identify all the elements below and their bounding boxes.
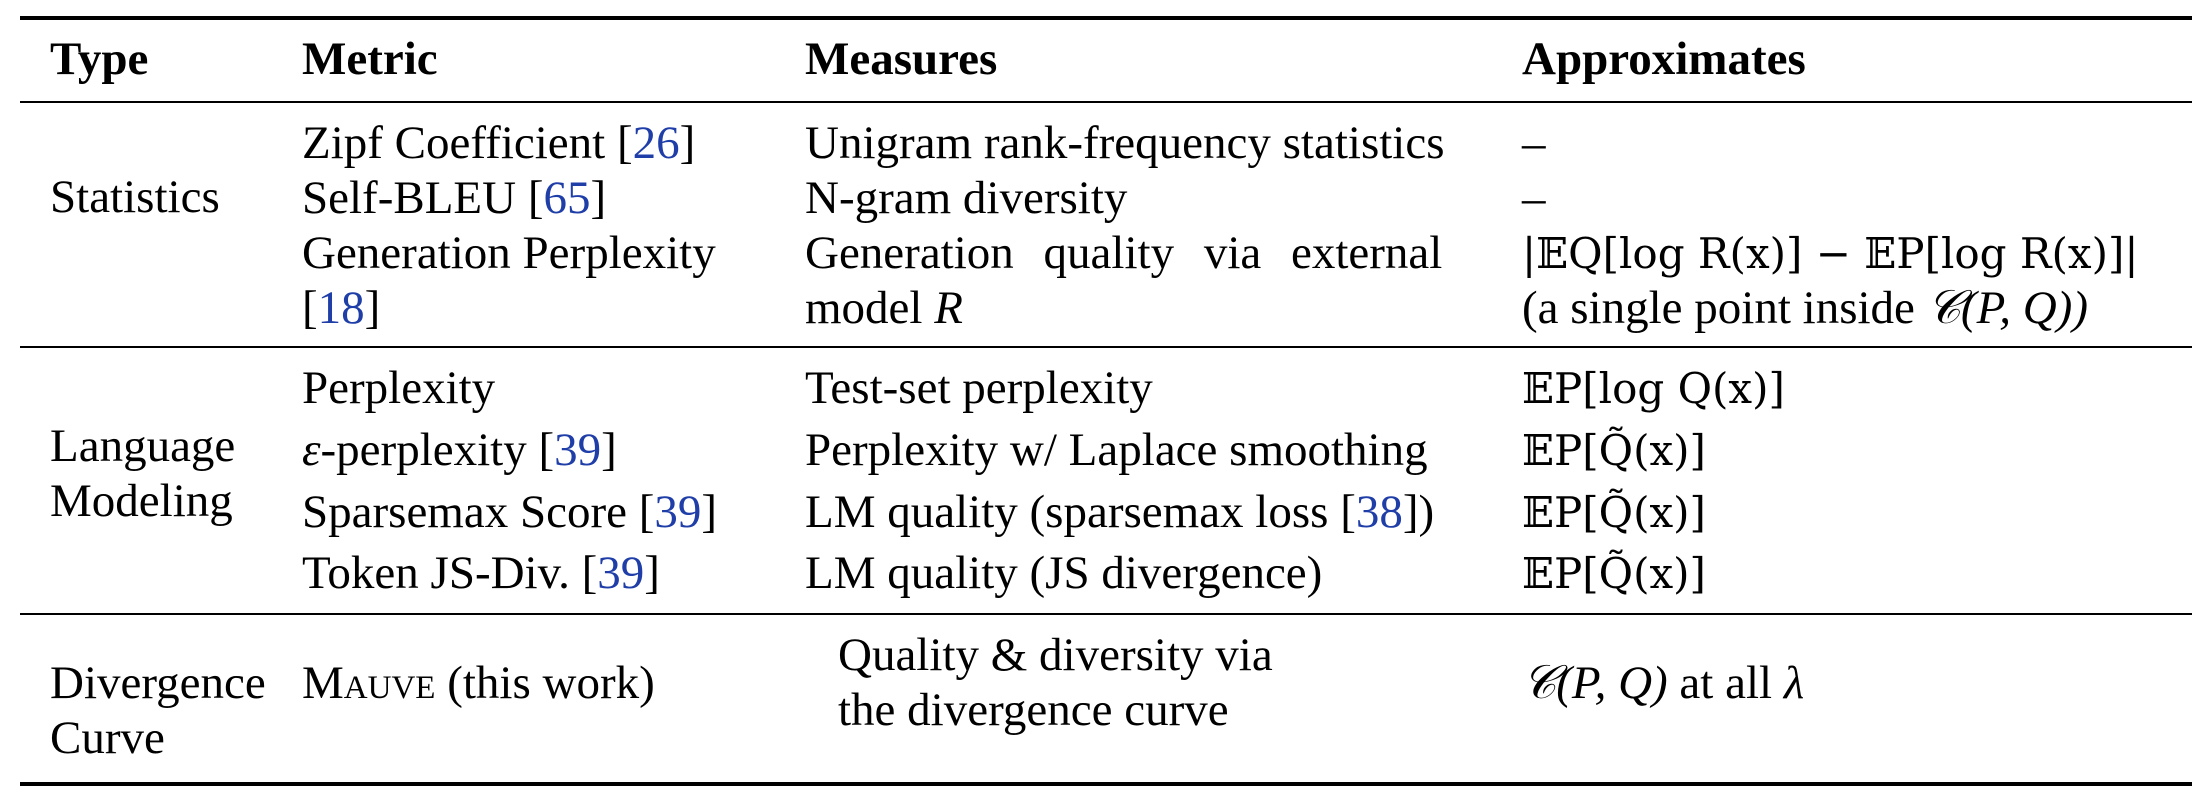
approximates-formula: 𝔼P[Q̃(x)] <box>1522 426 1706 475</box>
type-statistics: Statistics <box>50 171 220 223</box>
measures-cell: Test-set perplexity <box>805 362 1153 414</box>
measures-cell: Quality & diversity via <box>838 629 1273 681</box>
math-symbol: 𝒞(P, Q)) <box>1926 282 2088 334</box>
bottom-rule <box>20 782 2192 786</box>
top-rule <box>20 16 2192 20</box>
measures-text: LM quality (sparsemax loss <box>805 486 1329 538</box>
metric-label: (this work) <box>435 657 655 709</box>
group-rule-1 <box>20 346 2192 348</box>
metric-label: Generation Perplexity <box>302 227 716 279</box>
metric-label: Zipf Coefficient <box>302 117 606 169</box>
metric-label: Sparsemax Score <box>302 486 627 538</box>
citation-link[interactable]: 39 <box>654 486 702 538</box>
table-row: Zipf Coefficient [26] <box>302 117 696 169</box>
table-row: Token JS-Div. [39] <box>302 547 660 599</box>
approximates-cell: (a single point inside 𝒞(P, Q)) <box>1522 281 2088 336</box>
citation-link[interactable]: 39 <box>597 547 645 599</box>
approximates-formula: |𝔼Q[log R(x)] − 𝔼P[log R(x)]| <box>1522 229 2139 278</box>
citation-link[interactable]: 18 <box>317 282 365 334</box>
measures-cell: Perplexity w/ Laplace smoothing <box>805 424 1428 476</box>
metric-label: Perplexity <box>302 362 496 414</box>
epsilon-symbol: ε <box>302 424 321 476</box>
lambda-symbol: λ <box>1783 657 1805 709</box>
metric-label: Token JS-Div. <box>302 547 570 599</box>
approximates-formula: 𝔼P[Q̃(x)] <box>1522 549 1706 598</box>
type-curve: Curve <box>50 712 165 764</box>
measures-text: ) <box>1418 486 1435 538</box>
table-row: Sparsemax Score [39] <box>302 486 718 538</box>
math-symbol: R <box>934 282 963 334</box>
group-rule-2 <box>20 613 2192 615</box>
citation-link[interactable]: 26 <box>632 117 680 169</box>
table-row: [18] <box>302 282 381 334</box>
type-divergence: Divergence <box>50 657 266 709</box>
table-row: Self-BLEU [65] <box>302 172 607 224</box>
measures-cell: the divergence curve <box>838 684 1229 736</box>
measures-cell: Unigram rank-frequency statistics <box>805 117 1445 169</box>
approximates-cell: – <box>1522 172 1546 224</box>
approximates-formula: 𝔼P[log Q(x)] <box>1522 364 1785 413</box>
approximates-cell: – <box>1522 117 1546 169</box>
measures-cell: N-gram diversity <box>805 172 1128 224</box>
measures-text: model <box>805 282 923 334</box>
header-metric: Metric <box>302 33 438 85</box>
header-type: Type <box>50 33 149 85</box>
table-row: Mauve (this work) <box>302 656 655 711</box>
approximates-cell: 𝒞(P, Q) at all λ <box>1522 656 1804 711</box>
measures-cell: LM quality (sparsemax loss [38]) <box>805 486 1435 538</box>
metric-label: -perplexity <box>320 424 527 476</box>
measures-cell: LM quality (JS divergence) <box>805 547 1323 599</box>
type-language: Language <box>50 420 236 472</box>
citation-link[interactable]: 65 <box>543 172 591 224</box>
table-row: ε-perplexity [39] <box>302 424 617 476</box>
measures-cell: model R <box>805 281 963 336</box>
mauve-label: Mauve <box>302 657 436 709</box>
approximates-text: at all <box>1667 657 1784 709</box>
citation-link[interactable]: 39 <box>554 424 602 476</box>
approximates-formula: 𝔼P[Q̃(x)] <box>1522 488 1706 537</box>
header-measures: Measures <box>805 33 998 85</box>
header-approximates: Approximates <box>1522 33 1806 85</box>
citation-link[interactable]: 38 <box>1355 486 1403 538</box>
header-rule <box>20 101 2192 103</box>
type-modeling: Modeling <box>50 475 233 527</box>
math-symbol: 𝒞(P, Q) <box>1522 657 1668 709</box>
metric-label: Self-BLEU <box>302 172 517 224</box>
approximates-text: (a single point inside <box>1522 282 1915 334</box>
measures-cell: Generation quality via external <box>805 227 1443 279</box>
